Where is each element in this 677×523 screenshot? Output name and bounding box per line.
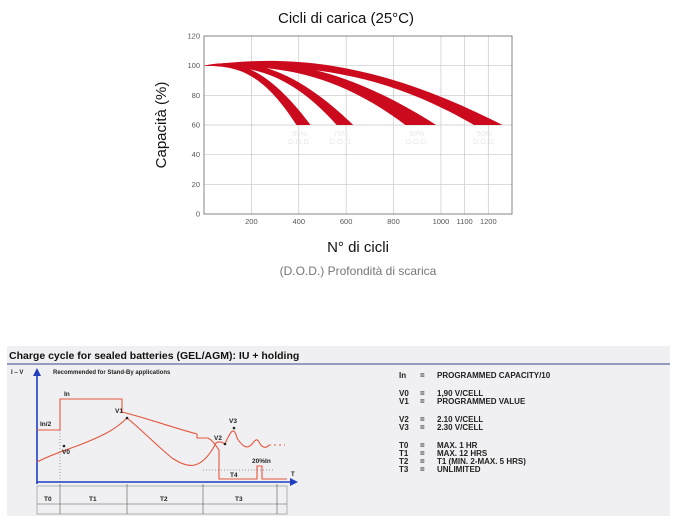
- capacity-cycles-chart: Cicli di carica (25°C) 95%D.O.D.75%D.O.D…: [153, 10, 513, 278]
- x-axis-label: N° di cicli: [327, 239, 389, 256]
- dod-label-text: D.O.D.: [330, 137, 353, 146]
- dod-band-50pct: [204, 60, 503, 125]
- phase-t2: T2: [160, 496, 168, 503]
- legend-value: UNLIMITED: [437, 465, 481, 474]
- plot-frame: [203, 35, 513, 215]
- tick-labels: 0 20 40 60 80 100 120 200 400 600 800 1000 1100 1200: [187, 32, 496, 227]
- x-tick-label: 800: [387, 217, 400, 226]
- dod-label-text: D.O.D.: [405, 137, 428, 146]
- dod-label-text: D.O.D.: [288, 137, 311, 146]
- legend-equals: =: [420, 415, 425, 424]
- annotation-20pct-in: 20%In: [252, 458, 271, 465]
- annotation-v2: V2: [214, 435, 222, 442]
- x-tick-label: 600: [340, 217, 353, 226]
- dod-band-60pct: [204, 62, 437, 125]
- y-tick-label: 100: [187, 61, 200, 70]
- y-tick-label: 20: [192, 180, 200, 189]
- y-tick-label: 60: [192, 121, 200, 130]
- diagram-subtitle: Recommended for Stand-By applications: [53, 370, 171, 376]
- legend-value: 2.10 V/CELL: [437, 415, 483, 424]
- dod-bands: 95%D.O.D.75%D.O.D.60%D.O.D.50%D.O.D.: [204, 60, 503, 146]
- dod-label-value: 50%: [477, 129, 492, 138]
- legend: In = PROGRAMMED CAPACITY/10 V0 = 1,90 V/CELL V…: [399, 371, 551, 474]
- dod-label-value: 60%: [409, 129, 424, 138]
- legend-value: PROGRAMMED CAPACITY/10: [437, 371, 551, 380]
- legend-key: V0: [399, 389, 409, 398]
- y-axis-arrow: [33, 368, 41, 376]
- phase-t3: T3: [235, 496, 243, 503]
- chart-title: Cicli di carica (25°C): [278, 10, 414, 27]
- annotation-v3: V3: [229, 418, 237, 425]
- legend-equals: =: [420, 371, 425, 380]
- y-tick-label: 40: [192, 150, 200, 159]
- v0-marker: [62, 444, 66, 448]
- x-tick-label: 1200: [480, 217, 497, 226]
- x-tick-label: 1000: [433, 217, 450, 226]
- charge-cycle-panel: Charge cycle for sealed batteries (GEL/A…: [7, 346, 670, 516]
- voltage-curve: [36, 417, 270, 466]
- annotation-in-half: In/2: [40, 421, 52, 428]
- legend-key: V2: [399, 415, 409, 424]
- dod-label-value: 95%: [292, 129, 307, 138]
- x-tick-label: 1100: [457, 217, 473, 226]
- dod-band-95pct: [204, 63, 311, 125]
- legend-value: PROGRAMMED VALUE: [437, 397, 526, 406]
- legend-key: V1: [399, 397, 409, 406]
- y-tick-label: 0: [196, 210, 200, 219]
- x-tick-label: 400: [293, 217, 306, 226]
- legend-key: T3: [399, 465, 409, 474]
- x-axis-arrow: [290, 478, 298, 486]
- dod-label-value: 75%: [333, 129, 348, 138]
- legend-value: 2.30 V/CELL: [437, 423, 483, 432]
- phase-t0: T0: [44, 496, 52, 503]
- chart-subtitle: (D.O.D.) Profondità di scarica: [280, 264, 437, 278]
- legend-value: 1,90 V/CELL: [437, 389, 483, 398]
- legend-key: T1: [399, 449, 409, 458]
- v1-marker: [125, 416, 129, 420]
- y-tick-label: 80: [192, 91, 200, 100]
- annotation-v1: V1: [115, 408, 123, 415]
- legend-value: T1 (MIN. 2-MAX. 5 HRS): [437, 457, 526, 466]
- legend-equals: =: [420, 441, 425, 450]
- legend-equals: =: [420, 423, 425, 432]
- legend-key: V3: [399, 423, 409, 432]
- charge-cycle-title: Charge cycle for sealed batteries (GEL/A…: [9, 350, 299, 362]
- legend-key: In: [399, 371, 406, 380]
- y-axis-label: I – V: [11, 370, 23, 376]
- x-axis-t-label: T: [291, 472, 295, 478]
- annotation-t4: T4: [230, 472, 238, 479]
- legend-value: MAX. 1 HR: [437, 441, 478, 450]
- legend-equals: =: [420, 389, 425, 398]
- annotation-v0: V0: [62, 449, 70, 456]
- current-curve: [37, 398, 287, 480]
- legend-value: MAX. 12 HRS: [437, 449, 488, 458]
- charge-cycle-diagram: Charge cycle for sealed batteries (GEL/A…: [7, 350, 670, 515]
- legend-key: T0: [399, 441, 409, 450]
- v2-marker: [223, 442, 227, 446]
- legend-equals: =: [420, 457, 425, 466]
- dod-label-text: D.O.D.: [473, 137, 496, 146]
- phase-t1: T1: [89, 496, 97, 503]
- dod-band-75pct: [204, 62, 354, 125]
- x-tick-label: 200: [245, 217, 258, 226]
- v3-marker: [232, 426, 236, 430]
- y-tick-label: 120: [187, 32, 200, 41]
- legend-key: T2: [399, 457, 409, 466]
- annotation-in: In: [64, 391, 70, 398]
- legend-equals: =: [420, 397, 425, 406]
- legend-equals: =: [420, 465, 425, 474]
- y-axis-label: Capacità (%): [153, 82, 170, 169]
- phase-bar: [36, 485, 288, 515]
- legend-equals: =: [420, 449, 425, 458]
